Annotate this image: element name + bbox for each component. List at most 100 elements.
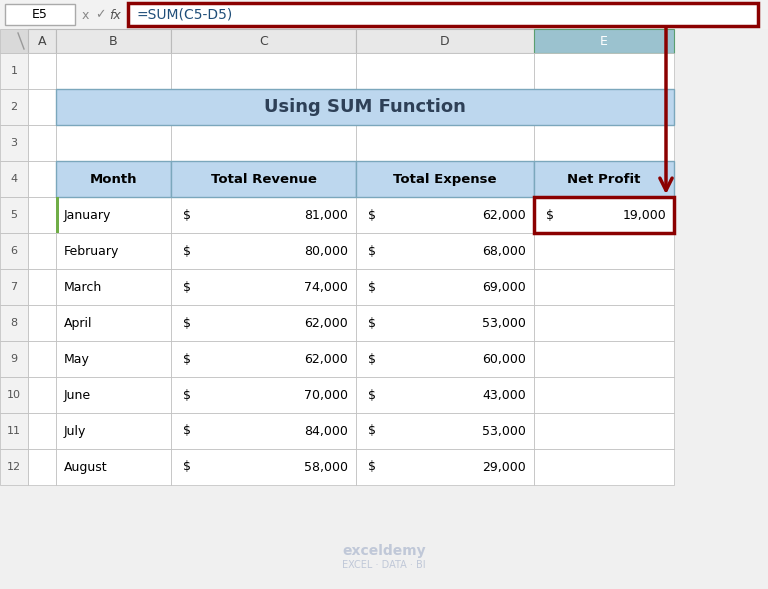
Bar — [0, 161, 28, 197]
Bar — [28, 269, 56, 305]
Bar — [356, 305, 534, 341]
Bar — [171, 341, 356, 377]
Bar — [56, 89, 674, 125]
Bar — [0, 29, 28, 53]
Text: 29,000: 29,000 — [482, 461, 526, 474]
Text: C: C — [259, 35, 268, 48]
Text: 7: 7 — [11, 282, 18, 292]
Bar — [0, 377, 28, 413]
Bar — [171, 269, 356, 305]
Text: $: $ — [368, 244, 376, 257]
Bar — [534, 341, 674, 377]
Bar — [28, 197, 56, 233]
Bar — [56, 341, 171, 377]
Bar — [171, 377, 356, 413]
Text: 53,000: 53,000 — [482, 425, 526, 438]
Bar — [534, 161, 674, 197]
Text: 43,000: 43,000 — [482, 389, 526, 402]
Text: Month: Month — [90, 173, 137, 186]
Bar — [171, 305, 356, 341]
Text: 68,000: 68,000 — [482, 244, 526, 257]
Bar — [5, 4, 75, 25]
Text: $: $ — [368, 352, 376, 366]
Text: 6: 6 — [11, 246, 18, 256]
Text: 53,000: 53,000 — [482, 316, 526, 329]
Bar — [356, 449, 534, 485]
Bar — [171, 197, 356, 233]
Text: 11: 11 — [7, 426, 21, 436]
Text: $: $ — [368, 425, 376, 438]
Text: E: E — [600, 35, 608, 48]
Text: Total Revenue: Total Revenue — [210, 173, 316, 186]
Bar — [534, 197, 674, 233]
Text: $: $ — [183, 389, 191, 402]
Text: 70,000: 70,000 — [304, 389, 348, 402]
Bar — [0, 341, 28, 377]
Text: $: $ — [183, 280, 191, 293]
Bar — [534, 125, 674, 161]
Text: Using SUM Function: Using SUM Function — [264, 98, 466, 116]
Bar — [56, 449, 171, 485]
Bar — [0, 449, 28, 485]
Bar — [56, 377, 171, 413]
Text: 2: 2 — [11, 102, 18, 112]
Bar — [356, 29, 534, 53]
Text: Net Profit: Net Profit — [568, 173, 641, 186]
Text: 5: 5 — [11, 210, 18, 220]
Text: 8: 8 — [11, 318, 18, 328]
Bar — [356, 161, 534, 197]
Bar — [28, 413, 56, 449]
Text: 10: 10 — [7, 390, 21, 400]
Bar — [28, 233, 56, 269]
Text: ✓: ✓ — [94, 8, 105, 22]
Bar — [28, 449, 56, 485]
Bar — [534, 29, 674, 53]
Text: Total Expense: Total Expense — [393, 173, 497, 186]
Bar — [534, 89, 674, 125]
Bar — [56, 305, 171, 341]
Bar — [171, 29, 356, 53]
Text: 62,000: 62,000 — [304, 352, 348, 366]
Bar — [171, 125, 356, 161]
Text: 62,000: 62,000 — [482, 209, 526, 221]
Bar — [28, 89, 56, 125]
Bar — [356, 413, 534, 449]
Text: $: $ — [183, 352, 191, 366]
Bar — [56, 197, 59, 233]
Bar — [0, 269, 28, 305]
Text: E5: E5 — [32, 8, 48, 21]
Text: 60,000: 60,000 — [482, 352, 526, 366]
Text: 81,000: 81,000 — [304, 209, 348, 221]
Text: fx: fx — [109, 8, 121, 22]
Text: 62,000: 62,000 — [304, 316, 348, 329]
Text: $: $ — [546, 209, 554, 221]
Bar — [28, 125, 56, 161]
Bar — [0, 305, 28, 341]
Bar — [534, 449, 674, 485]
Bar — [534, 305, 674, 341]
Bar — [171, 89, 356, 125]
Text: EXCEL · DATA · BI: EXCEL · DATA · BI — [343, 560, 425, 570]
Text: $: $ — [368, 389, 376, 402]
Bar — [356, 269, 534, 305]
Bar — [28, 53, 56, 89]
Bar — [171, 233, 356, 269]
Bar — [171, 161, 356, 197]
Bar — [356, 53, 534, 89]
Bar — [28, 377, 56, 413]
Bar — [171, 53, 356, 89]
Bar — [0, 413, 28, 449]
Bar — [534, 413, 674, 449]
Text: May: May — [64, 352, 90, 366]
Text: $: $ — [183, 316, 191, 329]
Bar — [28, 341, 56, 377]
Text: $: $ — [368, 209, 376, 221]
Bar — [356, 125, 534, 161]
Text: July: July — [64, 425, 86, 438]
Bar — [0, 197, 28, 233]
Bar — [56, 197, 171, 233]
Bar — [28, 161, 56, 197]
Bar — [534, 53, 674, 89]
Bar — [56, 413, 171, 449]
Text: $: $ — [368, 316, 376, 329]
